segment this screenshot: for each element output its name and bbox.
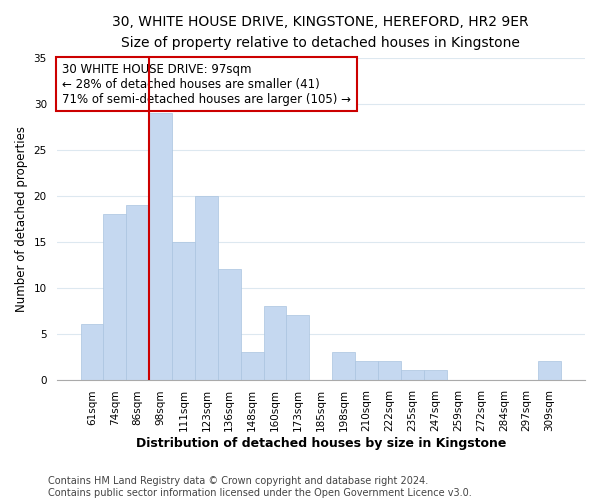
Bar — [286, 315, 310, 380]
Bar — [332, 352, 355, 380]
Title: 30, WHITE HOUSE DRIVE, KINGSTONE, HEREFORD, HR2 9ER
Size of property relative to: 30, WHITE HOUSE DRIVE, KINGSTONE, HEREFO… — [112, 15, 529, 50]
Bar — [538, 361, 561, 380]
X-axis label: Distribution of detached houses by size in Kingstone: Distribution of detached houses by size … — [136, 437, 506, 450]
Bar — [424, 370, 446, 380]
Bar — [80, 324, 103, 380]
Bar — [103, 214, 127, 380]
Text: 30 WHITE HOUSE DRIVE: 97sqm
← 28% of detached houses are smaller (41)
71% of sem: 30 WHITE HOUSE DRIVE: 97sqm ← 28% of det… — [62, 62, 351, 106]
Bar — [172, 242, 195, 380]
Bar — [378, 361, 401, 380]
Bar — [355, 361, 378, 380]
Bar — [218, 269, 241, 380]
Bar — [195, 196, 218, 380]
Y-axis label: Number of detached properties: Number of detached properties — [15, 126, 28, 312]
Bar — [263, 306, 286, 380]
Bar — [127, 205, 149, 380]
Bar — [241, 352, 263, 380]
Bar — [149, 113, 172, 380]
Bar — [401, 370, 424, 380]
Text: Contains HM Land Registry data © Crown copyright and database right 2024.
Contai: Contains HM Land Registry data © Crown c… — [48, 476, 472, 498]
